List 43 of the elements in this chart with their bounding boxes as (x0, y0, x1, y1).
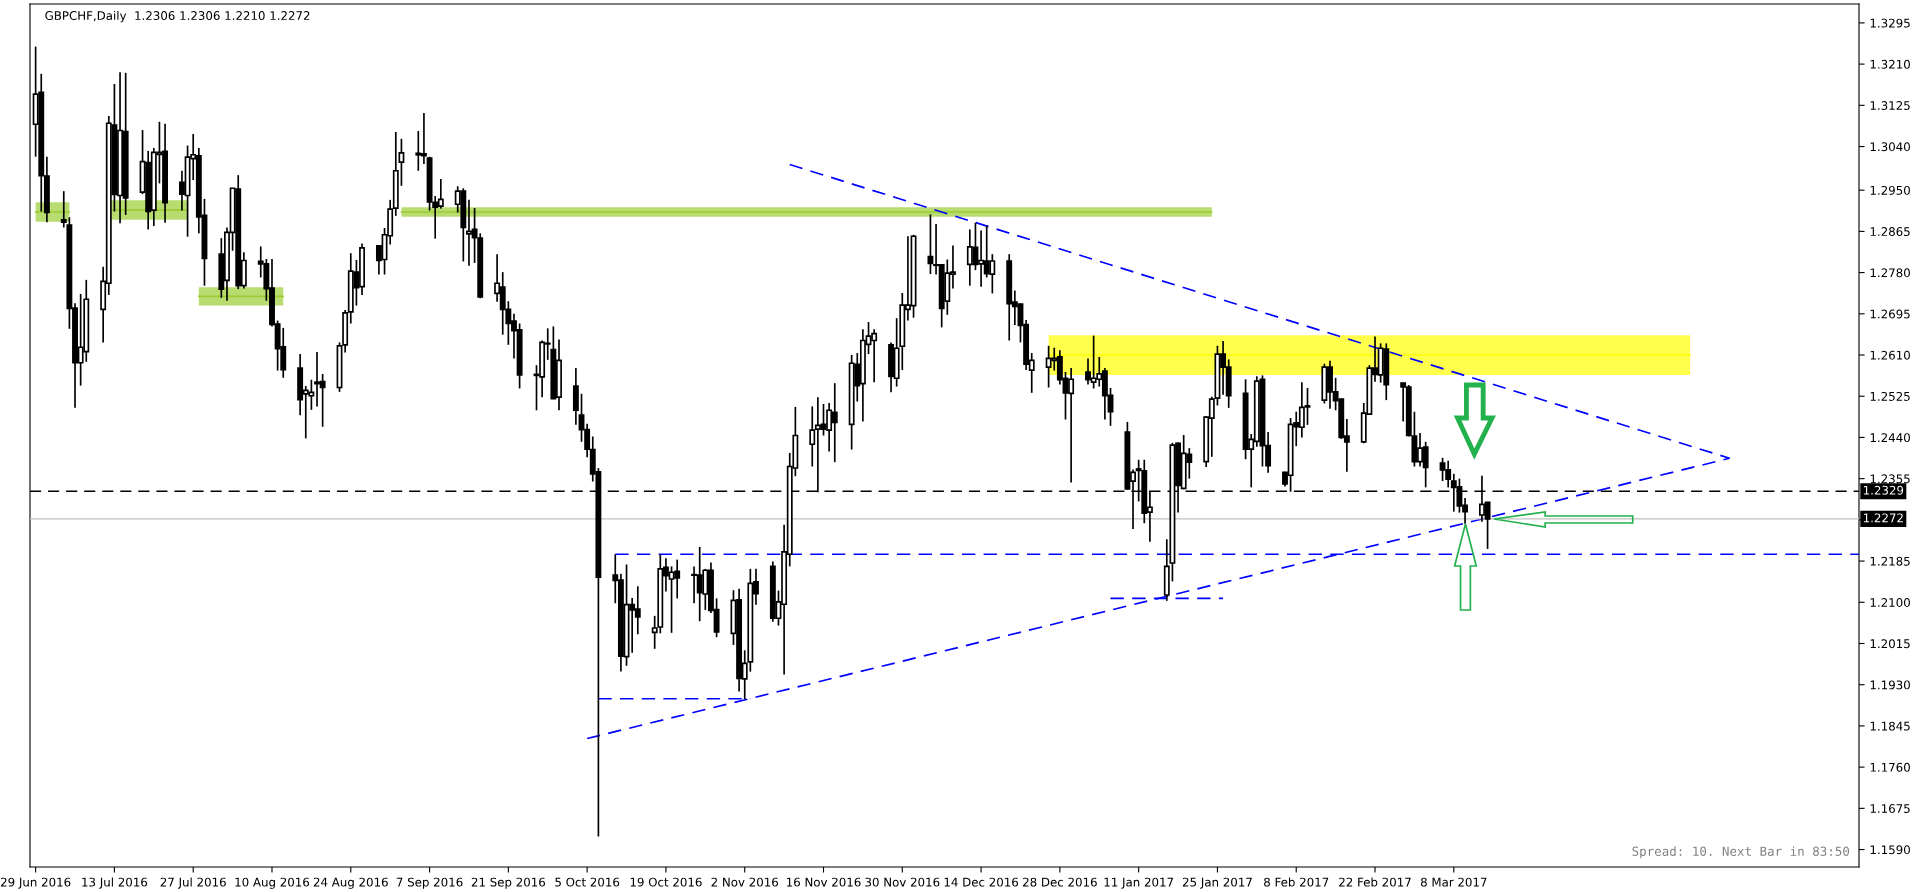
y-tick-label: 1.2525 (1870, 391, 1910, 401)
x-tick-label: 22 Feb 2017 (1339, 877, 1411, 887)
y-tick-label: 1.2100 (1870, 598, 1910, 607)
annotation: Spread: 10. Next Bar in 83:50 (1632, 846, 1850, 859)
x-tick-label: 8 Mar 2017 (1420, 877, 1487, 887)
y-tick-label: 1.3040 (1870, 142, 1910, 152)
x-tick-label: 27 Jul 2016 (160, 877, 226, 889)
y-tick-label: 1.2440 (1870, 433, 1910, 443)
y-tick-label: 1.2865 (1870, 227, 1910, 237)
x-tick-label: 2 Nov 2016 (711, 877, 779, 887)
y-tick-label: 1.2355 (1870, 474, 1910, 484)
y-tick-label: 1.1845 (1870, 721, 1910, 731)
x-tick-label: 25 Jan 2017 (1182, 877, 1252, 889)
x-tick-label: 8 Feb 2017 (1264, 877, 1329, 887)
x-tick-label: 5 Oct 2016 (555, 877, 620, 887)
x-tick-label: 24 Aug 2016 (313, 877, 388, 889)
x-tick-label: 11 Jan 2017 (1104, 877, 1174, 889)
x-tick-label: 13 Jul 2016 (82, 877, 148, 889)
x-tick-label: 28 Dec 2016 (1023, 877, 1097, 887)
y-tick-label: 1.2780 (1870, 268, 1910, 278)
y-tick-label: 1.2185 (1870, 556, 1910, 566)
x-tick-label: 30 Nov 2016 (865, 877, 940, 887)
y-tick-label: 1.1930 (1870, 680, 1910, 690)
y-tick-label: 1.3125 (1870, 101, 1910, 110)
y-tick-label: 1.2695 (1870, 309, 1910, 319)
text: GBPCHF,Daily 1.2306 1.2306 1.2210 1.2272 (45, 10, 310, 23)
x-tick-label: 21 Sep 2016 (471, 877, 546, 889)
x-tick-label: 16 Nov 2016 (786, 877, 861, 887)
x-tick-label: 7 Sep 2016 (396, 877, 463, 889)
x-tick-label: 14 Dec 2016 (944, 877, 1019, 887)
y-tick-label: 1.2015 (1870, 639, 1910, 649)
ref-line-label: 1.2272 (1863, 513, 1903, 523)
x-tick-label: 19 Oct 2016 (630, 877, 702, 887)
x-tick-label: 29 Jun 2016 (0, 877, 71, 889)
ref-line-label: 1.2329 (1863, 485, 1904, 495)
y-tick-label: 1.1590 (1870, 845, 1910, 855)
y-tick-label: 1.1760 (1870, 762, 1910, 772)
x-tick-label: 10 Aug 2016 (235, 877, 310, 889)
y-tick-label: 1.2950 (1870, 185, 1910, 195)
y-tick-label: 1.1675 (1870, 804, 1910, 813)
y-tick-label: 1.3295 (1870, 18, 1910, 28)
y-tick-label: 1.2610 (1870, 350, 1910, 360)
y-tick-label: 1.3210 (1870, 59, 1910, 69)
